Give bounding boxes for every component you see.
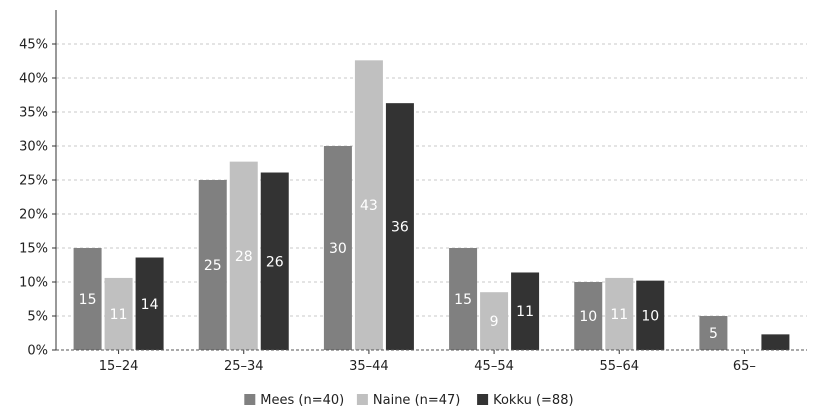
bar-naine-25-34 bbox=[229, 161, 258, 350]
legend-label: Naine (n=47) bbox=[373, 393, 461, 408]
y-tick-label: 5% bbox=[27, 310, 48, 325]
y-tick-label: 15% bbox=[19, 242, 48, 257]
legend-label: Mees (n=40) bbox=[260, 393, 344, 408]
y-tick-label: 10% bbox=[19, 276, 48, 291]
data-label: 11 bbox=[610, 307, 628, 323]
x-tick-label: 45–54 bbox=[474, 359, 514, 374]
legend-label: Kokku (=88) bbox=[493, 393, 573, 408]
data-label: 9 bbox=[490, 314, 499, 330]
x-tick-label: 65– bbox=[733, 359, 756, 374]
bar-naine-15-24 bbox=[104, 277, 133, 350]
data-label: 28 bbox=[235, 249, 253, 265]
legend: Mees (n=40) Naine (n=47) Kokku (=88) bbox=[244, 393, 574, 408]
data-label: 11 bbox=[110, 307, 128, 323]
legend-item: Kokku (=88) bbox=[477, 393, 574, 408]
data-label: 14 bbox=[141, 297, 159, 313]
bar-kokku-65- bbox=[761, 334, 790, 350]
bar-kokku-45-54 bbox=[511, 272, 540, 350]
data-label: 43 bbox=[360, 198, 378, 214]
legend-item: Mees (n=40) bbox=[244, 393, 344, 408]
axes: 0% 5% 10% 15% 20% 25% 30% 35% 40% 45% 15–24 25–34 35… bbox=[19, 10, 807, 374]
y-tick-label: 40% bbox=[19, 72, 48, 87]
data-label: 5 bbox=[709, 326, 718, 342]
data-label: 26 bbox=[266, 254, 284, 270]
bar-kokku-35-44 bbox=[385, 103, 414, 350]
legend-swatch bbox=[477, 394, 489, 405]
gridlines bbox=[56, 43, 807, 317]
legend-swatch bbox=[244, 394, 256, 405]
bar-kokku-55-64 bbox=[636, 280, 665, 350]
bar-mees-35-44 bbox=[323, 146, 352, 350]
data-label: 15 bbox=[454, 292, 472, 308]
bar-mees-25-34 bbox=[198, 180, 227, 350]
y-tick-label: 35% bbox=[19, 106, 48, 121]
legend-swatch bbox=[356, 394, 368, 405]
x-tick-label: 35–44 bbox=[349, 359, 389, 374]
bar-naine-55-64 bbox=[605, 277, 634, 350]
data-label: 30 bbox=[329, 241, 347, 257]
data-label: 11 bbox=[516, 304, 534, 320]
y-tick-label: 30% bbox=[19, 140, 48, 155]
bar-mees-45-54 bbox=[449, 248, 478, 350]
legend-item: Naine (n=47) bbox=[356, 393, 461, 408]
data-label: 10 bbox=[641, 308, 659, 324]
bar-naine-45-54 bbox=[480, 292, 509, 350]
bars bbox=[73, 60, 790, 350]
bar-kokku-25-34 bbox=[260, 172, 289, 350]
x-tick-label: 25–34 bbox=[224, 359, 264, 374]
bar-naine-35-44 bbox=[354, 60, 383, 350]
y-tick-label: 20% bbox=[19, 208, 48, 223]
y-tick-label: 25% bbox=[19, 174, 48, 189]
data-labels: 15 11 14 25 28 26 30 43 36 15 9 11 10 11 10 5 bbox=[79, 198, 718, 342]
bar-kokku-15-24 bbox=[135, 257, 164, 350]
x-tick-label: 15–24 bbox=[99, 359, 139, 374]
bar-mees-65- bbox=[699, 316, 728, 350]
bar-mees-55-64 bbox=[574, 282, 603, 350]
data-label: 25 bbox=[204, 258, 222, 274]
y-tick-label: 45% bbox=[19, 38, 48, 53]
data-label: 10 bbox=[579, 309, 597, 325]
data-label: 15 bbox=[79, 292, 97, 308]
y-tick-label: 0% bbox=[27, 344, 48, 359]
data-label: 36 bbox=[391, 220, 409, 236]
x-tick-label: 55–64 bbox=[599, 359, 639, 374]
bar-mees-15-24 bbox=[73, 248, 102, 350]
